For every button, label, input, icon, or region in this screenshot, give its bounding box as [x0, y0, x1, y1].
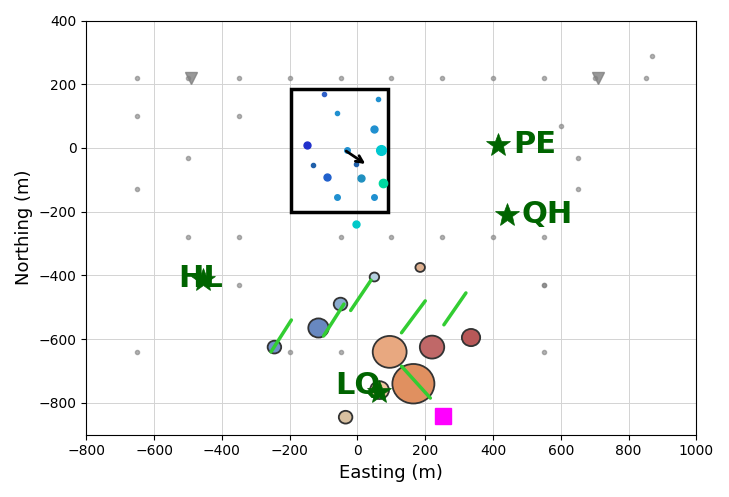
- Circle shape: [370, 381, 389, 399]
- Bar: [292, 89, 388, 212]
- Text: QH: QH: [522, 200, 573, 230]
- Circle shape: [392, 364, 434, 404]
- Text: LQ: LQ: [335, 371, 381, 400]
- Text: PE: PE: [513, 130, 556, 159]
- Circle shape: [339, 411, 352, 423]
- Circle shape: [334, 298, 347, 311]
- Circle shape: [370, 272, 379, 281]
- Circle shape: [373, 336, 407, 368]
- Circle shape: [462, 329, 480, 346]
- Circle shape: [308, 319, 329, 337]
- Circle shape: [268, 341, 281, 353]
- Text: HL: HL: [178, 264, 222, 293]
- Y-axis label: Northing (m): Northing (m): [15, 170, 33, 285]
- Circle shape: [416, 263, 425, 272]
- X-axis label: Easting (m): Easting (m): [340, 464, 443, 482]
- Circle shape: [420, 335, 444, 358]
